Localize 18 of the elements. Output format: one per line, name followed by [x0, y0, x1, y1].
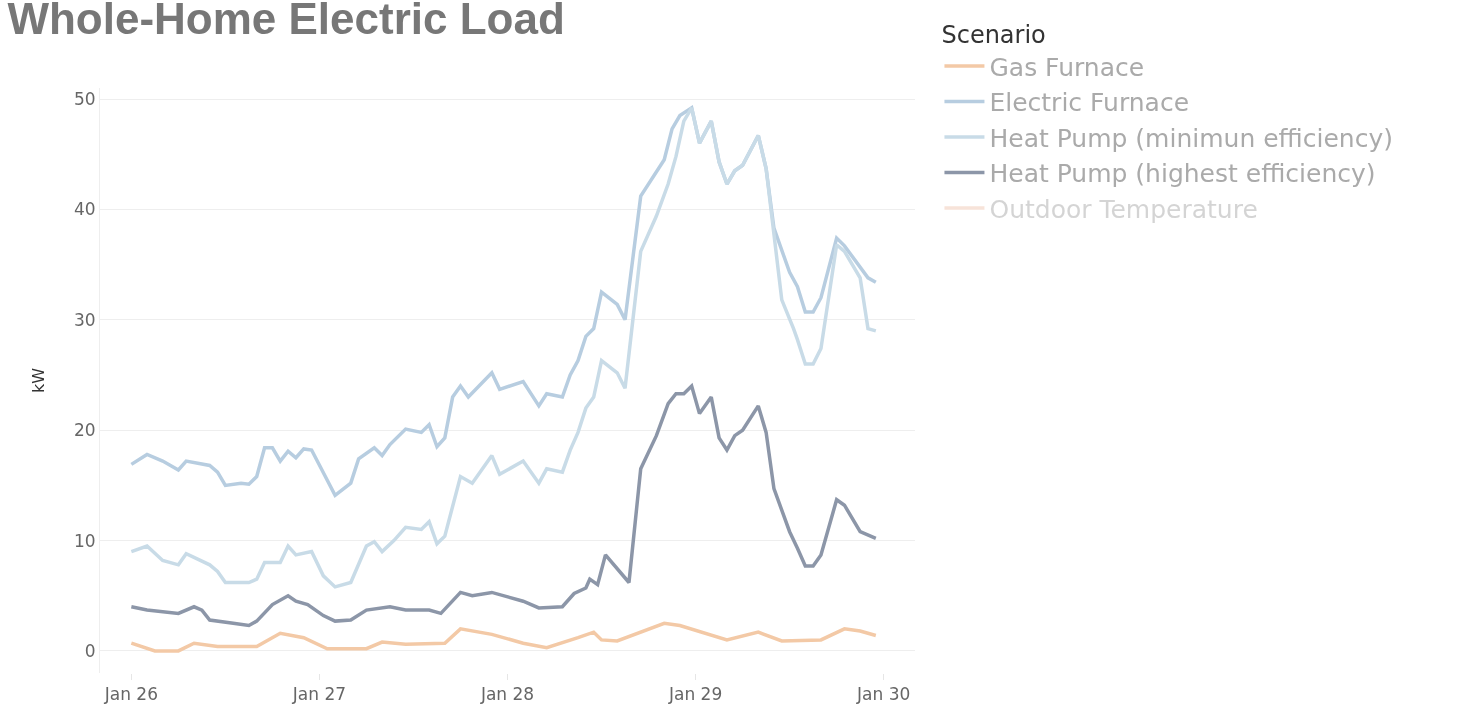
legend-label: Electric Furnace: [989, 88, 1190, 118]
x-tick-label: Jan 29: [667, 684, 723, 705]
y-tick-label: 20: [73, 420, 96, 441]
y-tick-label: 0: [84, 640, 96, 661]
x-tick-label: Jan 26: [103, 684, 158, 705]
x-tick-label: Jan 27: [291, 684, 347, 705]
legend-label: Heat Pump (minimun efficiency): [989, 123, 1393, 153]
y-tick-label: 10: [73, 530, 96, 551]
y-tick-label: 40: [73, 199, 96, 220]
legend-label: Heat Pump (highest efficiency): [989, 159, 1376, 189]
y-tick-label: 50: [73, 88, 96, 109]
legend-label: Gas Furnace: [989, 52, 1145, 82]
x-tick-label: Jan 28: [479, 684, 535, 705]
legend-title: Scenario: [941, 21, 1046, 50]
x-tick-label: Jan 30: [856, 684, 911, 705]
y-tick-label: 30: [73, 309, 96, 330]
chart-title: Whole-Home Electric Load: [7, 0, 565, 44]
y-axis-title: kW: [28, 367, 48, 394]
